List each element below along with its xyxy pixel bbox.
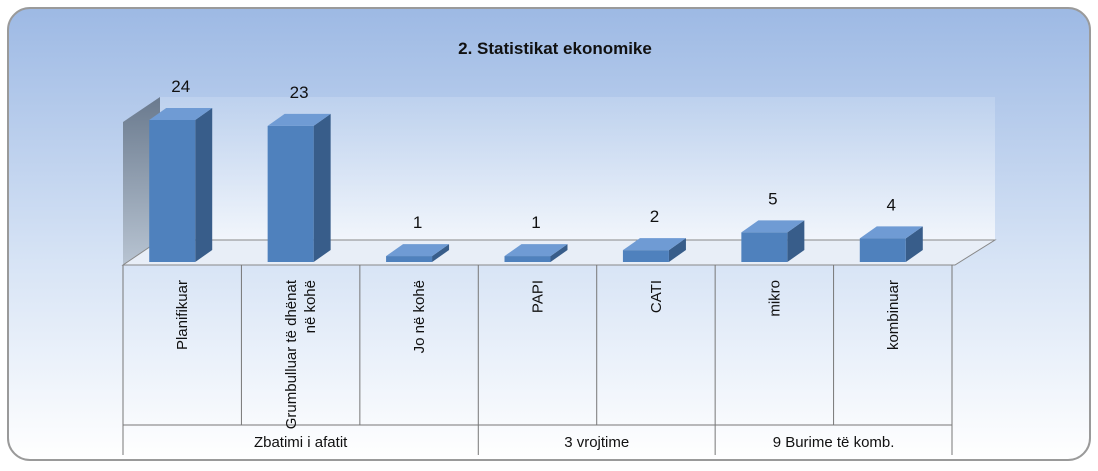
- group-label: 9 Burime të komb.: [773, 434, 895, 451]
- bar: [267, 125, 314, 263]
- bar: [859, 238, 906, 262]
- group-label: 3 vrojtime: [564, 434, 629, 451]
- bar-side: [668, 238, 686, 262]
- data-label: 1: [531, 213, 540, 232]
- bar: [504, 256, 551, 262]
- bar-side: [550, 244, 568, 262]
- category-label: PAPI: [530, 280, 547, 313]
- bar-top: [386, 244, 450, 257]
- category-label: mikro: [766, 280, 783, 317]
- category-label: kombinuar: [885, 280, 902, 350]
- chart-title: 2. Statistikat ekonomike: [458, 39, 652, 58]
- group-label: Zbatimi i afatit: [254, 434, 348, 451]
- back-wall: [160, 97, 995, 240]
- data-label: 2: [650, 207, 659, 226]
- data-label: 5: [768, 189, 777, 208]
- bar-top: [741, 220, 805, 233]
- data-label: 23: [290, 83, 309, 102]
- bar-top: [504, 244, 568, 257]
- bar: [622, 250, 669, 262]
- data-label: 1: [413, 213, 422, 232]
- category-label: Jo në kohë: [411, 280, 428, 353]
- category-label: Grumbulluar të dhënat në kohë: [283, 279, 319, 429]
- category-label: Planifikuar: [174, 280, 191, 350]
- bar-side: [905, 226, 923, 262]
- bar: [741, 232, 788, 262]
- bar-top: [622, 238, 686, 251]
- bar-top: [267, 113, 331, 126]
- bar-top: [859, 226, 923, 239]
- bar-side: [432, 244, 450, 262]
- data-label: 4: [887, 195, 896, 214]
- bar-side: [313, 113, 331, 263]
- bar-side: [787, 220, 805, 262]
- data-label: 24: [171, 77, 190, 96]
- bar-top: [149, 108, 213, 120]
- bar-side: [195, 108, 213, 262]
- bar: [149, 120, 196, 262]
- category-label: CATI: [648, 280, 665, 313]
- bar: [386, 256, 433, 262]
